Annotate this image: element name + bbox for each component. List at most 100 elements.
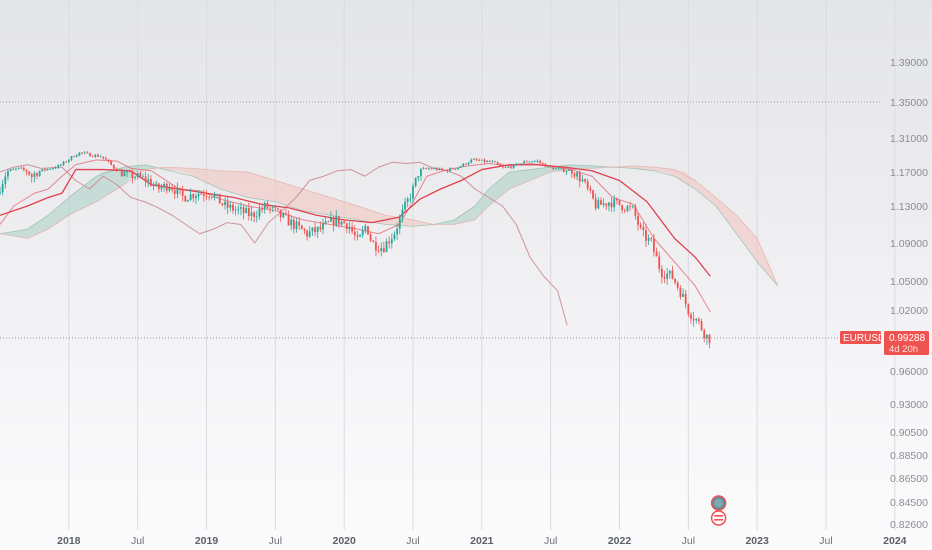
candle-bearish[interactable] xyxy=(478,158,481,161)
candle-bullish[interactable] xyxy=(390,233,393,249)
candle-bearish[interactable] xyxy=(708,333,711,349)
candle-bullish[interactable] xyxy=(94,154,97,158)
candle-bullish[interactable] xyxy=(245,205,248,214)
candle-bearish[interactable] xyxy=(144,171,147,188)
candle-bearish[interactable] xyxy=(332,215,335,232)
candle-bullish[interactable] xyxy=(52,167,54,170)
candle-bearish[interactable] xyxy=(703,328,706,343)
candle-bearish[interactable] xyxy=(221,202,224,207)
candle-bullish[interactable] xyxy=(348,221,351,234)
candle-bullish[interactable] xyxy=(412,183,414,204)
candle-bearish[interactable] xyxy=(22,166,25,172)
candle-bearish[interactable] xyxy=(544,163,547,168)
candle-bearish[interactable] xyxy=(663,270,666,284)
candle-bearish[interactable] xyxy=(639,222,642,230)
candle-bullish[interactable] xyxy=(470,158,473,164)
candle-bearish[interactable] xyxy=(285,208,287,216)
candle-bullish[interactable] xyxy=(420,167,422,182)
candle-bullish[interactable] xyxy=(152,182,155,191)
candle-bullish[interactable] xyxy=(491,160,494,163)
candle-bullish[interactable] xyxy=(422,166,425,170)
candle-bearish[interactable] xyxy=(20,166,23,169)
candle-bearish[interactable] xyxy=(303,227,306,235)
candle-bullish[interactable] xyxy=(168,183,171,193)
candle-bearish[interactable] xyxy=(475,157,478,162)
candle-bearish[interactable] xyxy=(645,223,647,247)
candle-bullish[interactable] xyxy=(147,173,150,187)
candle-bearish[interactable] xyxy=(465,163,467,166)
candle-bullish[interactable] xyxy=(258,204,261,220)
candle-bullish[interactable] xyxy=(602,198,605,208)
candle-bullish[interactable] xyxy=(414,177,417,188)
candle-bullish[interactable] xyxy=(359,234,361,238)
price-axis[interactable]: 1.39000 1.35000 1.31000 1.17000 1.13000 1.090… xyxy=(890,57,928,531)
candle-bullish[interactable] xyxy=(163,181,166,192)
candle-bearish[interactable] xyxy=(372,239,375,243)
candle-bearish[interactable] xyxy=(298,217,301,231)
candle-bullish[interactable] xyxy=(59,163,62,167)
candle-bearish[interactable] xyxy=(494,160,496,163)
candle-bearish[interactable] xyxy=(369,232,372,243)
candle-bullish[interactable] xyxy=(1,179,4,196)
candle-bearish[interactable] xyxy=(692,311,695,327)
candle-bearish[interactable] xyxy=(549,165,552,168)
candle-bullish[interactable] xyxy=(213,191,216,201)
candle-bearish[interactable] xyxy=(279,209,282,222)
candle-bearish[interactable] xyxy=(173,185,176,199)
candle-bearish[interactable] xyxy=(73,155,76,158)
candle-bullish[interactable] xyxy=(705,334,708,345)
candle-bearish[interactable] xyxy=(30,172,33,183)
candle-bearish[interactable] xyxy=(210,196,213,200)
candle-bullish[interactable] xyxy=(682,288,684,298)
candle-bullish[interactable] xyxy=(290,215,293,231)
candle-bearish[interactable] xyxy=(89,152,91,157)
candle-bearish[interactable] xyxy=(112,164,115,170)
candle-bullish[interactable] xyxy=(136,171,139,180)
candle-bearish[interactable] xyxy=(658,251,661,273)
candle-bearish[interactable] xyxy=(353,225,356,241)
candle-bearish[interactable] xyxy=(589,185,592,194)
candle-bearish[interactable] xyxy=(192,192,195,203)
candle-bullish[interactable] xyxy=(528,161,531,163)
candle-bearish[interactable] xyxy=(375,236,377,257)
candle-bearish[interactable] xyxy=(525,160,528,163)
candle-bullish[interactable] xyxy=(631,205,634,209)
candle-bearish[interactable] xyxy=(202,189,205,202)
candle-bearish[interactable] xyxy=(496,161,499,166)
candle-bullish[interactable] xyxy=(533,160,536,163)
candle-bullish[interactable] xyxy=(449,167,451,172)
candle-bearish[interactable] xyxy=(218,194,221,204)
candle-bearish[interactable] xyxy=(171,183,173,193)
candle-bearish[interactable] xyxy=(539,159,541,165)
candle-bearish[interactable] xyxy=(351,222,354,235)
candle-bullish[interactable] xyxy=(523,159,526,164)
candle-bullish[interactable] xyxy=(176,182,179,199)
candle-bullish[interactable] xyxy=(67,159,70,164)
candle-bullish[interactable] xyxy=(467,161,470,166)
candle-bearish[interactable] xyxy=(115,167,118,172)
candle-bullish[interactable] xyxy=(406,196,409,208)
candle-bullish[interactable] xyxy=(83,150,86,155)
candle-bullish[interactable] xyxy=(668,270,671,279)
candle-bearish[interactable] xyxy=(425,167,428,170)
candle-bullish[interactable] xyxy=(361,225,364,238)
candle-bullish[interactable] xyxy=(118,169,121,172)
candle-bullish[interactable] xyxy=(70,156,73,162)
candle-bullish[interactable] xyxy=(404,197,406,212)
candle-bullish[interactable] xyxy=(433,166,436,170)
candle-bullish[interactable] xyxy=(49,168,52,170)
candle-bearish[interactable] xyxy=(120,168,123,177)
candle-bearish[interactable] xyxy=(655,247,658,257)
candle-bearish[interactable] xyxy=(232,202,234,214)
candle-bearish[interactable] xyxy=(552,165,555,170)
candle-bullish[interactable] xyxy=(385,238,388,253)
candle-bearish[interactable] xyxy=(451,167,454,170)
candle-bearish[interactable] xyxy=(86,151,89,154)
candle-bullish[interactable] xyxy=(75,153,78,158)
candle-bullish[interactable] xyxy=(340,220,343,227)
candle-bullish[interactable] xyxy=(547,165,549,168)
candle-bullish[interactable] xyxy=(189,188,192,202)
candle-bearish[interactable] xyxy=(430,167,433,170)
candle-bullish[interactable] xyxy=(38,170,41,177)
candle-bullish[interactable] xyxy=(515,162,518,166)
